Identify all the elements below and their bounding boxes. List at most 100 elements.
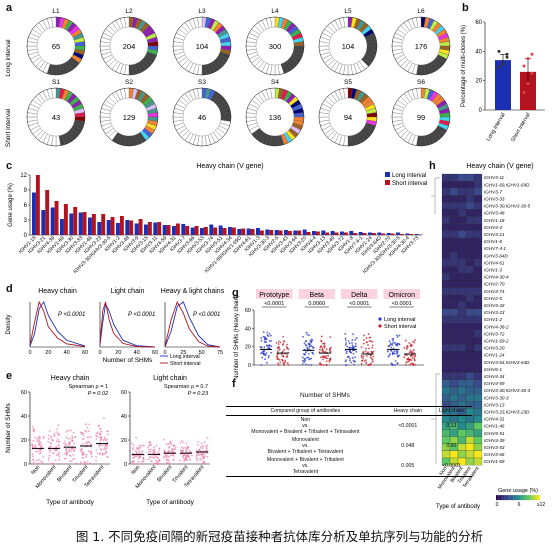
data-point xyxy=(81,456,84,459)
data-point xyxy=(367,344,369,346)
data-point xyxy=(368,347,370,350)
data-point xyxy=(168,449,170,452)
data-point xyxy=(85,455,88,458)
data-point xyxy=(47,459,50,462)
y-axis-label: Number of SHMs (Heavy chain) xyxy=(234,295,240,379)
heatmap-cell xyxy=(449,181,459,189)
data-point xyxy=(34,444,37,447)
x-tick-label: 25 xyxy=(180,350,186,356)
dendrogram xyxy=(431,177,440,464)
bar-short xyxy=(157,222,162,235)
donut-title: S3 xyxy=(198,79,206,86)
data-point xyxy=(57,432,60,435)
data-point xyxy=(307,348,310,351)
data-point xyxy=(89,462,91,465)
heatmap-cell xyxy=(449,202,459,210)
data-point xyxy=(362,357,364,360)
spearman-value: Spearman ρ = 1 xyxy=(69,384,108,390)
panel-f-title: Number of SHMs xyxy=(300,392,350,399)
data-point xyxy=(38,437,41,440)
bar-long xyxy=(405,233,410,235)
heatmap-cell xyxy=(449,273,459,281)
heatmap-cell xyxy=(465,351,475,359)
row-label: IGHV3-33 xyxy=(484,197,505,202)
data-point xyxy=(134,450,137,453)
heatmap-cell xyxy=(457,330,467,338)
data-point xyxy=(152,446,155,448)
bar-short xyxy=(371,233,376,235)
data-point xyxy=(522,90,526,94)
donut-title: S4 xyxy=(271,79,279,86)
data-point xyxy=(181,455,184,458)
data-point xyxy=(38,449,41,452)
legend-label: Short interval xyxy=(384,324,416,330)
heatmap-cell xyxy=(449,394,459,402)
data-point xyxy=(132,444,135,447)
donut-title: L2 xyxy=(125,8,133,15)
data-point xyxy=(354,338,357,341)
heatmap-cell xyxy=(465,358,475,366)
heatmap-cell xyxy=(441,273,451,281)
donut-l2: L2 204 xyxy=(99,8,159,76)
heatmap-cell xyxy=(465,195,475,203)
data-point xyxy=(57,444,60,447)
donut-outline xyxy=(245,16,305,76)
data-point xyxy=(82,453,85,455)
heatmap-cell xyxy=(441,358,451,366)
p-value: P = 0.02 xyxy=(88,391,108,397)
heatmap-cell xyxy=(441,181,451,189)
donut-count: 94 xyxy=(344,113,352,122)
legend-gradient-step xyxy=(526,495,530,501)
panel-label-h: h xyxy=(429,160,436,172)
data-point xyxy=(80,448,83,451)
data-point xyxy=(99,428,102,431)
table-cell-group: Non vs. Monovalent + Bivalent + Tribalent … xyxy=(251,417,360,435)
data-point xyxy=(133,456,136,459)
legend-gradient-step xyxy=(533,495,536,501)
heatmap-cell xyxy=(465,315,475,324)
data-point xyxy=(155,444,158,447)
bar-short xyxy=(129,220,134,235)
data-point xyxy=(180,450,183,453)
y-axis-label: Percentage of multi-clones (%) xyxy=(461,25,467,107)
data-point xyxy=(305,331,308,334)
data-point xyxy=(360,362,363,365)
data-point xyxy=(105,438,108,441)
data-point xyxy=(352,352,355,355)
table-cell-group: Monovalent vs. Bivalent + Tribalent + Tetr… xyxy=(267,437,344,455)
data-point xyxy=(346,350,348,353)
bar-short xyxy=(119,216,124,235)
panel-b-bar-chart: 0 20 40 60 Percentage of multi-clones (%) Lon… xyxy=(461,20,545,143)
data-point xyxy=(82,434,85,437)
row-label: IGHV7-4-1 xyxy=(484,246,506,251)
data-point xyxy=(63,457,66,460)
bar-long xyxy=(237,229,242,235)
y-tick-label: 0 xyxy=(24,233,28,239)
heatmap-cell xyxy=(473,173,483,182)
data-point xyxy=(353,346,356,348)
data-point xyxy=(267,355,270,357)
data-point xyxy=(81,432,84,435)
legend-gradient-step xyxy=(509,495,512,501)
data-point xyxy=(155,462,157,465)
data-point xyxy=(137,457,140,460)
density-line-short xyxy=(99,301,156,348)
row-label: IGHV3-66 xyxy=(484,452,505,457)
bar-short xyxy=(250,229,255,235)
data-point xyxy=(370,357,373,360)
heatmap-cell xyxy=(473,287,483,295)
data-point xyxy=(349,357,351,360)
data-point xyxy=(56,448,59,451)
legend-tick-label: 0 xyxy=(496,502,499,508)
y-tick-label: 0 xyxy=(24,462,27,468)
row-label: IGHV3-11 xyxy=(484,175,505,180)
data-point xyxy=(169,463,172,465)
data-point xyxy=(276,355,278,358)
data-point xyxy=(301,363,304,366)
data-point xyxy=(324,351,327,353)
data-point xyxy=(353,363,355,366)
density-line-long xyxy=(29,300,86,347)
data-point xyxy=(344,337,347,340)
heatmap-cell xyxy=(441,230,451,239)
legend-gradient-step xyxy=(522,495,525,501)
